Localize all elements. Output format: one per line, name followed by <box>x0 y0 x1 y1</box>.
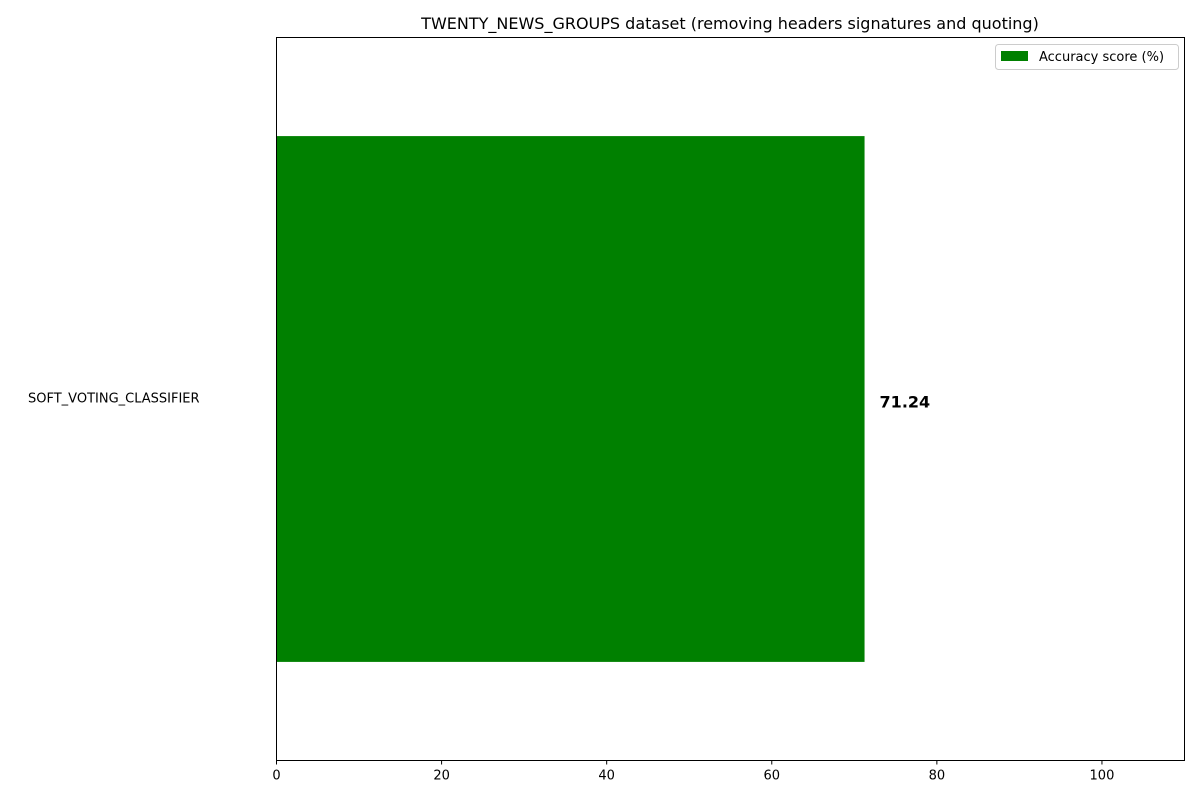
x-axis: 0 20 40 60 80 100 <box>272 760 1115 784</box>
legend: Accuracy score (%) <box>995 44 1179 70</box>
legend-box <box>995 44 1179 70</box>
chart-title: TWENTY_NEWS_GROUPS dataset (removing hea… <box>420 14 1039 34</box>
y-axis: SOFT_VOTING_CLASSIFIER <box>28 392 200 407</box>
bar-soft-voting-classifier <box>276 136 865 662</box>
y-tick-label: SOFT_VOTING_CLASSIFIER <box>28 392 200 407</box>
x-tick-label: 60 <box>763 769 780 784</box>
x-tick-label: 80 <box>929 769 946 784</box>
legend-label-accuracy: Accuracy score (%) <box>1039 50 1164 65</box>
plot-frame <box>276 37 1185 761</box>
x-tick-label: 0 <box>272 769 280 784</box>
legend-swatch <box>1001 51 1028 61</box>
x-tick-label: 100 <box>1090 769 1115 784</box>
x-tick-label: 40 <box>598 769 615 784</box>
x-tick-label: 20 <box>433 769 450 784</box>
bar-value-label: 71.24 <box>880 393 931 412</box>
plot-area: 71.24 <box>276 136 931 662</box>
